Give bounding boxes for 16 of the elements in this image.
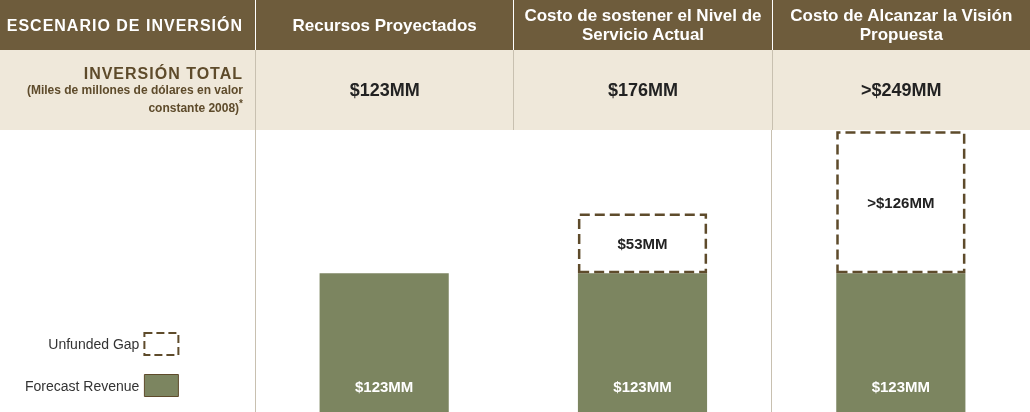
legend-label: Forecast Revenue (24, 377, 140, 394)
text: ESCENARIO DE INVERSIÓN (0, 0, 255, 50)
data-label: $123MM (613, 378, 672, 395)
text: >$249MM (771, 50, 1030, 130)
legend-label: Unfunded Gap (48, 336, 140, 352)
text: $176MM (513, 50, 772, 130)
text: (Miles de millones de dólares en valor constante 2008)$^{*}$ (25, 83, 243, 115)
data-label: $123MM (354, 378, 414, 395)
data-label: $53MM (617, 234, 668, 252)
data-label: >$126MM (867, 193, 935, 211)
x-tick-label: Costo de Alcanzar la Visión Propuesta (771, 0, 1030, 50)
x-tick-label: Costo de sostener el Nivel de Servicio Actual (513, 0, 772, 50)
text: $123MM (255, 50, 514, 130)
data-label: $123MM (871, 378, 931, 395)
x-tick-label: Recursos Proyectados (255, 0, 514, 50)
chart-subtitle: INVERSIÓN TOTAL (83, 65, 243, 83)
